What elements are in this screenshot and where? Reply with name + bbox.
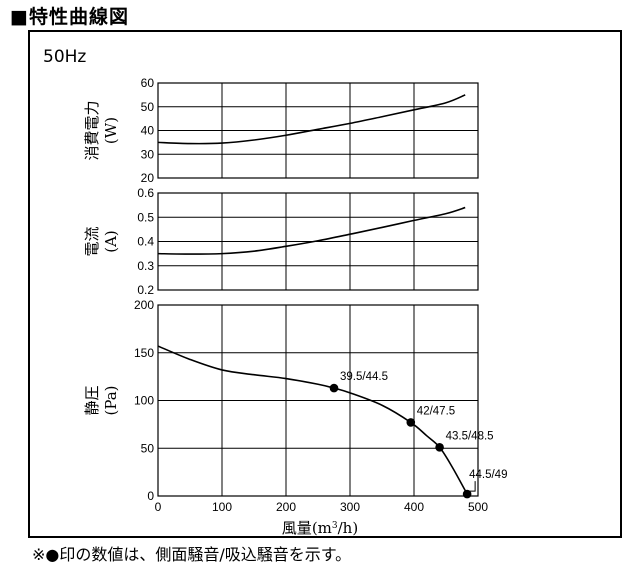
footnote: ※●印の数値は、側面騒音/吸込騒音を示す。: [32, 545, 352, 564]
series-line-static_pressure: [157, 345, 468, 495]
y-tick-label: 0.5: [137, 210, 154, 224]
panel-border: [157, 82, 479, 179]
data-point-marker: [406, 418, 416, 427]
panel-power: 20 30 40 50 60 消費電力 (W): [83, 76, 479, 185]
chart-frame: [28, 30, 622, 538]
y-tick-label: 40: [141, 124, 155, 138]
panel-current: 0.2 0.3 0.4 0.5 0.6 電流 (A): [83, 186, 479, 297]
x-tick-label: 100: [212, 500, 232, 514]
frequency-label: 50Hz: [43, 47, 87, 67]
x-tick-label: 300: [340, 500, 360, 514]
x-axis: 風量(m3/h) 0 100 200 300 400 500: [155, 500, 489, 537]
y-tick-label: 60: [141, 76, 155, 90]
data-point-label: 43.5/48.5: [446, 430, 494, 442]
data-point-marker: [462, 489, 472, 499]
series-line-power: [157, 94, 466, 145]
data-point-marker: [435, 442, 444, 452]
y-tick-label: 100: [134, 394, 154, 408]
y-tick-label: 200: [134, 298, 154, 312]
x-tick-label: 0: [155, 500, 162, 514]
x-tick-label: 500: [468, 500, 488, 514]
y-tick-label: 50: [141, 441, 155, 455]
y-tick-label: 0.2: [137, 283, 154, 297]
panel-static_pressure: 0 50 100 150 200 静圧 (Pa) 39.5/44.5 42/47.5 43.5/4…: [83, 298, 507, 503]
panel-border: [157, 304, 479, 497]
x-tick-label: 400: [404, 500, 424, 514]
data-point-label: 42/47.5: [417, 405, 455, 417]
y-axis-label-static_pressure: 静圧: [83, 385, 101, 415]
y-tick-label: 0: [147, 489, 154, 503]
panel-border: [157, 192, 479, 291]
x-tick-label: 200: [276, 500, 296, 514]
y-axis-unit-current: (A): [102, 230, 120, 253]
y-axis-unit-power: (W): [102, 117, 120, 144]
y-tick-label: 0.3: [137, 259, 154, 273]
x-axis-label: 風量(m3/h): [282, 519, 358, 537]
data-point-label: 39.5/44.5: [340, 371, 388, 383]
data-point-marker: [329, 383, 339, 393]
y-axis-unit-static_pressure: (Pa): [102, 385, 120, 415]
y-tick-label: 0.6: [137, 186, 154, 200]
y-axis-label-power: 消費電力: [83, 100, 101, 160]
y-axis-label-current: 電流: [83, 226, 101, 256]
y-tick-label: 50: [141, 100, 155, 114]
y-tick-label: 0.4: [137, 235, 154, 249]
y-tick-label: 30: [141, 147, 155, 161]
series-line-current: [157, 206, 466, 255]
page-title: ■特性曲線図: [10, 6, 129, 28]
y-tick-label: 20: [141, 171, 155, 185]
label-leader: [469, 481, 476, 492]
y-tick-label: 150: [134, 346, 154, 360]
data-point-label: 44.5/49: [469, 469, 507, 481]
